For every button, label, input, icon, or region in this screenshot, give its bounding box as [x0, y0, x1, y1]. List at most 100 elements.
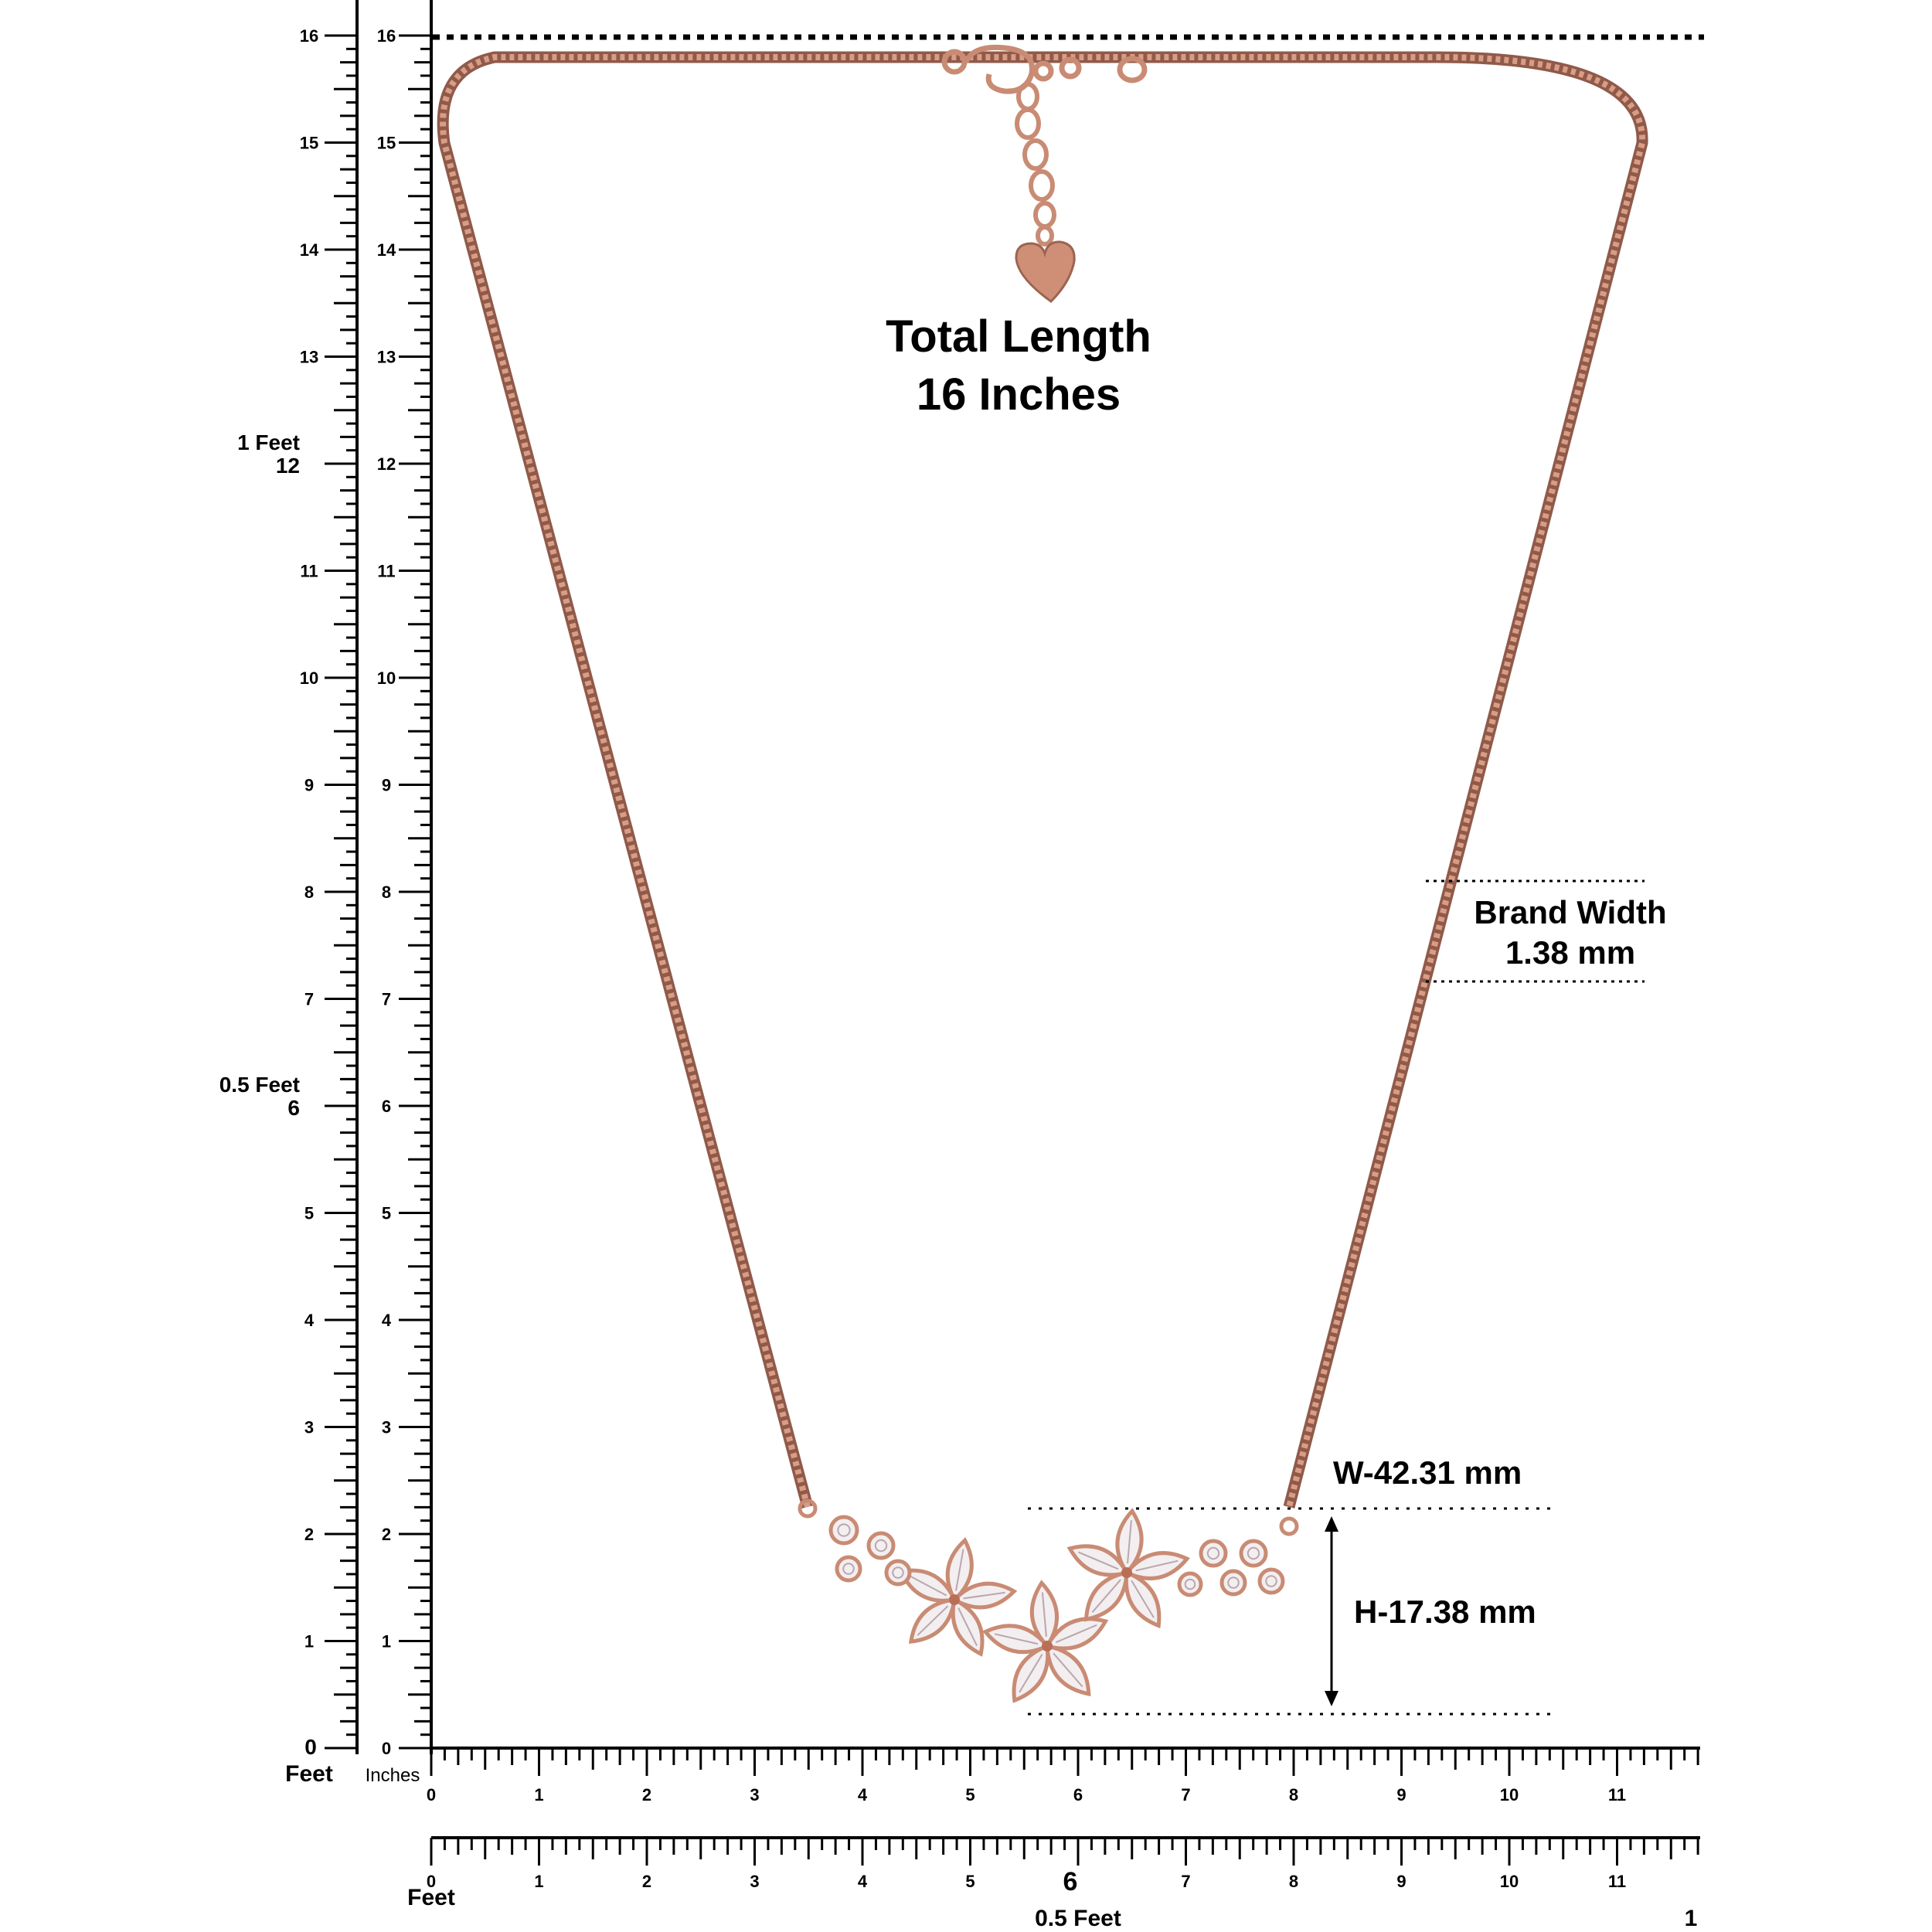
marquise-stone: [1124, 1551, 1190, 1580]
bottom-ruler2-unit-feet: Feet: [407, 1885, 455, 1910]
left-ruler-inner-label: 16: [377, 26, 396, 46]
left-ruler-feet-label: 0.5 Feet: [219, 1073, 300, 1097]
jump-ring-left: [798, 1498, 818, 1519]
left-ruler-inner-label: 14: [377, 240, 396, 260]
left-ruler-unit-feet: Feet: [285, 1761, 333, 1787]
left-ruler-feet-label: 1 Feet: [237, 430, 300, 454]
flower-center: [1121, 1567, 1132, 1578]
bottom-ruler-label: 3: [750, 1785, 759, 1804]
bottom-ruler-label: 5: [965, 1785, 975, 1804]
marquise-stone: [1029, 1580, 1059, 1650]
left-ruler-inner-label: 0: [382, 1739, 391, 1758]
bottom-ruler2-label: 8: [1289, 1872, 1298, 1891]
left-ruler-outer-label: 7: [304, 990, 314, 1009]
bottom-ruler2-one-foot: 1: [1685, 1906, 1698, 1931]
left-ruler-outer-label: 15: [300, 134, 318, 153]
left-ruler-inner-label: 8: [382, 883, 391, 902]
bottom-ruler2-label: 4: [858, 1872, 868, 1891]
height-arrow-head-top: [1325, 1516, 1338, 1532]
marquise-stone: [1115, 1508, 1144, 1577]
bottom-ruler2-label: 3: [750, 1872, 759, 1891]
left-ruler-inner-label: 13: [377, 348, 396, 367]
left-ruler-inner-label: 4: [382, 1311, 392, 1330]
left-ruler-inner-label: 12: [377, 454, 396, 474]
bottom-ruler2-label: 11: [1608, 1872, 1626, 1891]
left-ruler-outer-label: 1: [304, 1632, 314, 1651]
bottom-ruler2-label: 9: [1396, 1872, 1406, 1891]
left-ruler-outer-label: 9: [304, 776, 314, 795]
bottom-ruler-label: 11: [1608, 1785, 1626, 1804]
left-ruler-outer-label: 14: [300, 240, 319, 260]
left-ruler-inner-label: 6: [382, 1097, 391, 1116]
bottom-ruler-label: 1: [534, 1785, 543, 1804]
bottom-ruler2-half-foot: 0.5 Feet: [1035, 1906, 1121, 1931]
round-stone: [835, 1555, 862, 1583]
marquise-stone: [1083, 1570, 1129, 1622]
round-stone-facet: [1265, 1575, 1277, 1587]
left-ruler-inner-label: 9: [382, 776, 391, 795]
marquise-stone: [908, 1597, 957, 1645]
marquise-stone: [1066, 1544, 1130, 1577]
lobster-clasp: [941, 44, 1148, 94]
round-stone-facet: [874, 1539, 888, 1553]
left-ruler-inner-label: 3: [382, 1418, 391, 1437]
bottom-ruler-label: 2: [642, 1785, 651, 1804]
marquise-stone: [1045, 1643, 1091, 1696]
marquise-stone: [1044, 1617, 1109, 1651]
left-ruler-outer-label: 10: [300, 668, 318, 688]
round-stone: [1239, 1539, 1268, 1568]
left-ruler-outer-label: 11: [300, 562, 318, 581]
left-ruler-outer-label: 3: [304, 1418, 314, 1437]
left-ruler-inner-label: 15: [377, 134, 396, 153]
round-stone-facet: [892, 1566, 904, 1579]
bottom-ruler2-label: 1: [534, 1872, 543, 1891]
left-ruler-outer-label: 13: [300, 348, 318, 367]
left-ruler-feet-inches: 6: [287, 1096, 300, 1120]
flower-pendant: [798, 1498, 1299, 1703]
height-arrow-head-bottom: [1325, 1691, 1338, 1706]
round-stone-facet: [1206, 1546, 1220, 1560]
left-ruler-inner-label: 2: [382, 1525, 391, 1544]
round-stone: [1199, 1539, 1228, 1568]
round-stone: [828, 1515, 859, 1546]
bottom-ruler2-half-inch: 6: [1063, 1867, 1078, 1896]
left-ruler-outer-label: 16: [300, 26, 318, 46]
left-ruler-outer-label: 8: [304, 883, 314, 902]
left-ruler-feet-inches: 12: [276, 454, 300, 478]
bottom-ruler-label: 6: [1073, 1785, 1083, 1804]
left-ruler-inner-label: 5: [382, 1204, 391, 1223]
round-stone: [1219, 1569, 1247, 1597]
marquise-stone: [951, 1581, 1018, 1610]
pendant-height: H-17.38 mm: [1354, 1594, 1536, 1630]
bottom-ruler-label: 0: [427, 1785, 436, 1804]
extender-chain: [1015, 82, 1056, 247]
marquise-stone: [1012, 1643, 1050, 1703]
band-width-label: Brand Width: [1474, 894, 1666, 930]
marquise-stone: [1124, 1570, 1162, 1629]
marquise-stone: [951, 1597, 985, 1657]
necklace-chain: [437, 51, 1648, 1509]
flower-center: [949, 1594, 960, 1605]
round-stone: [1257, 1567, 1285, 1595]
bottom-ruler2-label: 7: [1181, 1872, 1190, 1891]
round-stone: [866, 1531, 896, 1560]
left-ruler-outer-label: 5: [304, 1204, 314, 1223]
bottom-ruler2-label: 2: [642, 1872, 651, 1891]
left-ruler-inner-label: 7: [382, 990, 391, 1009]
bottom-ruler-label: 10: [1500, 1785, 1519, 1804]
bottom-ruler-label: 9: [1396, 1785, 1406, 1804]
bottom-ruler-label: 4: [858, 1785, 868, 1804]
bottom-ruler2-label: 0: [427, 1872, 436, 1891]
marquise-stone: [945, 1537, 974, 1604]
left-ruler-inner-label: 11: [377, 562, 395, 581]
round-stone-facet: [1227, 1577, 1240, 1589]
left-ruler-outer-label: 0: [304, 1735, 317, 1759]
bottom-ruler-label: 7: [1181, 1785, 1190, 1804]
total-length-label: Total Length: [886, 311, 1151, 362]
marquise-stone: [982, 1624, 1050, 1655]
pendant-width: W-42.31 mm: [1333, 1454, 1522, 1491]
jump-ring-right: [1279, 1516, 1299, 1536]
round-stone: [1177, 1571, 1203, 1597]
